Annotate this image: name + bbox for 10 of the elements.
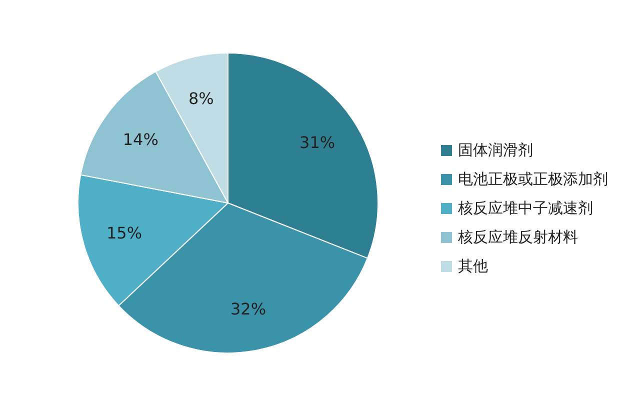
data-label: 31% <box>300 132 336 152</box>
legend-label: 其他 <box>458 256 488 276</box>
data-label: 8% <box>188 88 214 108</box>
legend-label: 核反应堆反射材料 <box>458 228 578 246</box>
data-label: 15% <box>106 224 142 243</box>
data-label: 32% <box>230 300 266 319</box>
legend-label: 固体润滑剂 <box>458 140 533 160</box>
legend-label: 电池正极或正极添加剂 <box>458 170 608 188</box>
data-label: 14% <box>122 130 158 150</box>
legend-label: 核反应堆中子减速剂 <box>458 198 593 218</box>
